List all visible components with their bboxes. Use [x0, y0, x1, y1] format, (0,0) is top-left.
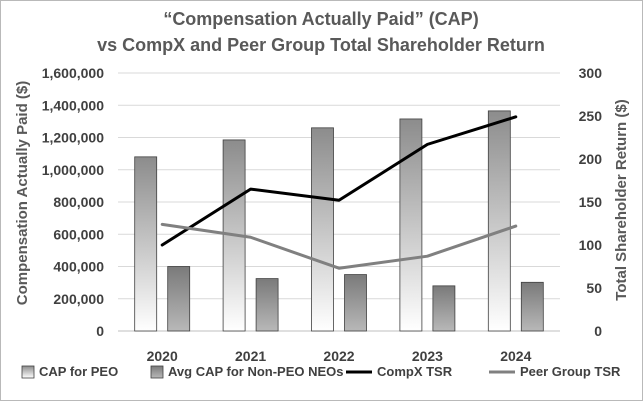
x-tick-label: 2024	[500, 348, 531, 364]
bar-cap-non-peo	[520, 281, 544, 332]
bar-cap-non-peo	[255, 278, 279, 332]
bars	[134, 110, 544, 332]
right-axis-ticks: 0 50 100 150 200 250 300	[579, 65, 603, 339]
left-axis-label: Compensation Actually Paid ($)	[14, 81, 31, 305]
left-tick-label: 200,000	[53, 291, 104, 307]
lines	[160, 115, 518, 270]
x-tick-label: 2022	[323, 348, 354, 364]
left-tick-label: 1,000,000	[42, 162, 104, 178]
right-axis-label: Total Shareholder Return ($)	[613, 99, 630, 300]
bar-cap-peo	[487, 110, 511, 332]
right-tick-label: 0	[594, 323, 602, 339]
right-tick-label: 250	[579, 108, 603, 124]
bar-cap-peo	[399, 118, 423, 332]
legend-label: Avg CAP for Non-PEO NEOs	[168, 364, 344, 379]
left-tick-label: 800,000	[53, 194, 104, 210]
left-axis-ticks: 0 200,000 400,000 600,000 800,000 1,000,000 1,…	[42, 65, 105, 339]
bar-cap-non-peo	[344, 274, 367, 332]
legend-swatch	[150, 365, 164, 379]
legend-label: CAP for PEO	[39, 364, 118, 379]
bar-cap-peo	[134, 156, 158, 332]
left-tick-label: 0	[96, 323, 104, 339]
x-axis-ticks: 2020 2021 2022 2023 2024	[147, 348, 532, 364]
bar-cap-non-peo	[432, 285, 456, 332]
x-tick-label: 2023	[412, 348, 443, 364]
line-compx-tsr	[160, 115, 518, 247]
legend-label: CompX TSR	[377, 364, 453, 379]
right-tick-label: 300	[579, 65, 603, 81]
bar-cap-non-peo	[167, 266, 191, 332]
gridlines	[118, 72, 560, 332]
right-tick-label: 100	[579, 237, 603, 253]
line-peer-group-tsr	[160, 222, 518, 270]
left-tick-label: 400,000	[53, 259, 104, 275]
right-tick-label: 200	[579, 151, 603, 167]
chart-title: “Compensation Actually Paid” (CAP)	[163, 9, 478, 29]
x-tick-label: 2021	[235, 348, 266, 364]
left-tick-label: 1,600,000	[42, 65, 104, 81]
left-tick-label: 1,200,000	[42, 130, 104, 146]
left-tick-label: 1,400,000	[42, 97, 104, 113]
legend-swatch	[21, 365, 35, 379]
right-tick-label: 50	[586, 280, 602, 296]
legend: CAP for PEO Avg CAP for Non-PEO NEOs CompX…	[21, 364, 621, 379]
left-tick-label: 600,000	[53, 226, 104, 242]
right-tick-label: 150	[579, 194, 603, 210]
legend-label: Peer Group TSR	[520, 364, 621, 379]
bar-cap-peo	[311, 127, 334, 332]
x-tick-label: 2020	[147, 348, 178, 364]
chart-subtitle: vs CompX and Peer Group Total Shareholde…	[97, 35, 545, 55]
